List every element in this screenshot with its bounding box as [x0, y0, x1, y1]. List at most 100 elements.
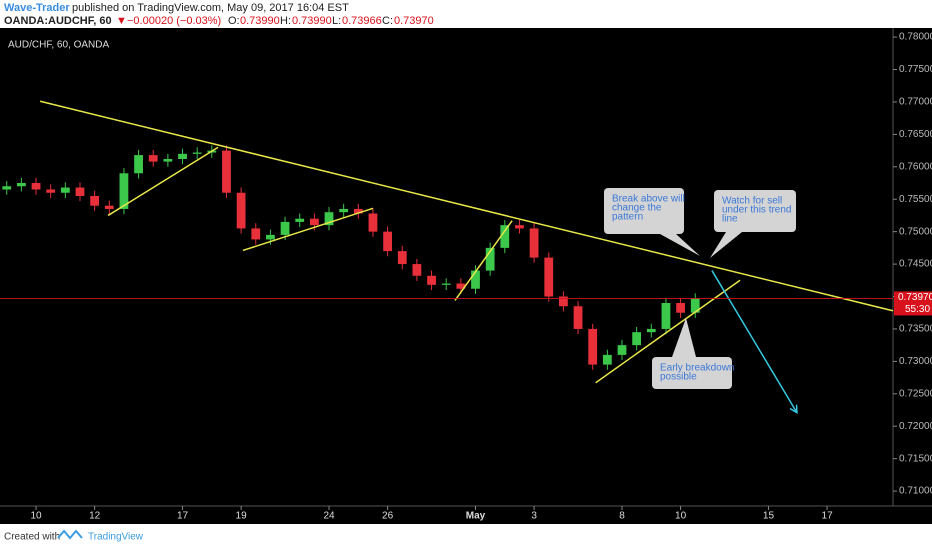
arrow-head — [789, 404, 798, 414]
candle-body — [90, 195, 100, 206]
chart-title: AUD/CHF, 60, OANDA — [8, 40, 109, 51]
l-label: L: — [332, 15, 341, 27]
candle-body — [266, 234, 275, 240]
arrow-line — [711, 270, 798, 413]
candle-body — [573, 306, 583, 329]
change-arrow: ▼ — [116, 15, 127, 27]
candle-body — [295, 218, 305, 222]
candle-body — [661, 302, 671, 329]
author[interactable]: Wave-Trader — [4, 2, 70, 14]
callout-text: line — [722, 214, 738, 225]
candle-body — [471, 270, 480, 289]
callout-text: under this trend — [722, 205, 792, 216]
candle-body — [559, 296, 568, 307]
candle-body — [456, 283, 466, 289]
trend-line — [242, 207, 374, 252]
countdown: 55:30 — [905, 304, 930, 315]
candle-body — [383, 231, 393, 252]
x-tick-label: May — [466, 511, 486, 522]
o-label: O: — [228, 15, 240, 27]
change: −0.00020 (−0.03%) — [127, 15, 221, 27]
y-tick-label: 0.73500 — [899, 324, 932, 335]
candle-body — [178, 153, 187, 160]
x-tick-label: 15 — [763, 511, 775, 522]
candle-body — [119, 173, 129, 209]
x-tick-label: 17 — [177, 511, 189, 522]
callout-text: Break above will — [612, 194, 685, 205]
callout-box — [714, 190, 796, 232]
o-value: 0.73990 — [240, 15, 280, 27]
h-value: 0.73990 — [292, 15, 332, 27]
y-tick-label: 0.71500 — [899, 453, 932, 464]
candle-body — [60, 187, 70, 193]
callout-text: pattern — [612, 212, 643, 223]
chart-panel — [0, 28, 932, 524]
y-tick-label: 0.77500 — [899, 64, 932, 75]
candle-body — [46, 189, 56, 193]
y-tick-label: 0.72500 — [899, 388, 932, 399]
candle-body — [280, 221, 290, 235]
candle-body — [588, 328, 598, 365]
published: published on TradingView.com, May 09, 20… — [72, 2, 349, 14]
candle-body — [617, 345, 627, 355]
c-label: C: — [382, 15, 393, 27]
candle-body — [646, 328, 656, 333]
candle-body — [75, 187, 85, 196]
candle-body — [16, 183, 26, 187]
candle-body — [632, 332, 642, 346]
x-tick-label: 19 — [236, 511, 248, 522]
footer-brand[interactable]: TradingView — [88, 532, 144, 543]
candle-body — [31, 183, 41, 190]
callout-text: possible — [660, 372, 697, 383]
callout-text: Watch for sell — [722, 196, 782, 207]
x-tick-label: 12 — [89, 511, 101, 522]
candle-body — [368, 213, 378, 232]
h-label: H: — [280, 15, 291, 27]
y-tick-label: 0.77000 — [899, 97, 932, 108]
l-value: 0.73966 — [342, 15, 382, 27]
last-price-box — [894, 291, 932, 316]
candle-body — [397, 251, 407, 265]
y-tick-label: 0.76000 — [899, 161, 932, 172]
y-tick-label: 0.75500 — [899, 194, 932, 205]
candle-body — [251, 228, 261, 240]
candle-body — [412, 264, 422, 276]
x-tick-label: 8 — [619, 511, 625, 522]
callout-text: Early breakdown — [660, 363, 734, 374]
trend-line — [39, 100, 894, 312]
x-tick-label: 24 — [323, 511, 335, 522]
callout-tail — [710, 232, 742, 258]
candle-body — [104, 205, 114, 209]
candle-body — [676, 302, 685, 313]
last-price-label: 0.73970 — [898, 292, 932, 303]
y-tick-label: 0.74500 — [899, 259, 932, 270]
y-tick-label: 0.78000 — [899, 32, 932, 43]
candle-body — [134, 155, 143, 174]
candle-body — [222, 150, 231, 193]
callout-tail — [672, 318, 696, 357]
x-tick-label: 10 — [675, 511, 687, 522]
candle-body — [602, 354, 612, 365]
symbol: OANDA:AUDCHF, 60 — [4, 15, 112, 27]
candle-body — [163, 159, 173, 162]
y-tick-label: 0.76500 — [899, 129, 932, 140]
candle-body — [427, 275, 436, 285]
c-value: 0.73970 — [394, 15, 434, 27]
candle-body — [500, 225, 510, 248]
x-tick-label: 26 — [382, 511, 394, 522]
callout-box — [652, 357, 732, 389]
candle-body — [2, 186, 12, 190]
x-tick-label: 17 — [822, 511, 834, 522]
y-tick-label: 0.73000 — [899, 356, 932, 367]
trend-line — [107, 146, 219, 217]
candle-body — [324, 212, 334, 226]
footer-created: Created with — [4, 532, 60, 543]
candle-body — [339, 208, 349, 213]
callout-box — [604, 188, 684, 234]
candle-body — [544, 257, 554, 297]
callout-text: change the — [612, 203, 662, 214]
trend-line — [454, 220, 513, 301]
candle-body — [353, 208, 363, 214]
